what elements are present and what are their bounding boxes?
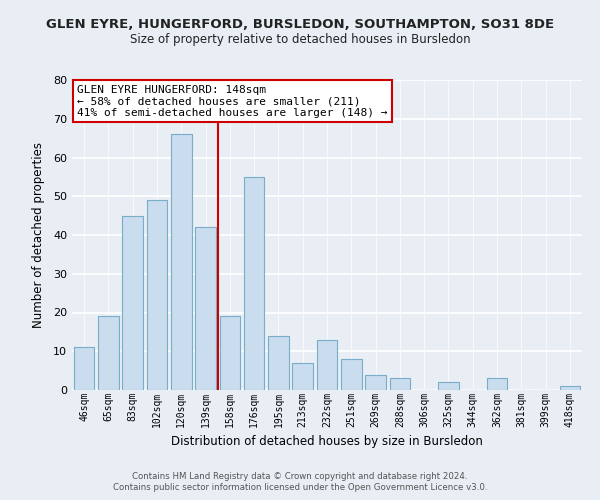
Bar (341, 359, 362, 390)
Bar (317, 340, 337, 390)
Bar (146, 200, 167, 390)
Bar (98, 316, 119, 390)
Bar (292, 363, 313, 390)
Text: Contains HM Land Registry data © Crown copyright and database right 2024.: Contains HM Land Registry data © Crown c… (132, 472, 468, 481)
Bar (74, 348, 94, 390)
Bar (122, 216, 143, 390)
Bar (244, 177, 265, 390)
Bar (487, 378, 508, 390)
Bar (220, 316, 240, 390)
Bar (438, 382, 459, 390)
Bar (171, 134, 191, 390)
Bar (560, 386, 580, 390)
Text: GLEN EYRE HUNGERFORD: 148sqm
← 58% of detached houses are smaller (211)
41% of s: GLEN EYRE HUNGERFORD: 148sqm ← 58% of de… (77, 84, 388, 118)
Y-axis label: Number of detached properties: Number of detached properties (32, 142, 44, 328)
Text: GLEN EYRE, HUNGERFORD, BURSLEDON, SOUTHAMPTON, SO31 8DE: GLEN EYRE, HUNGERFORD, BURSLEDON, SOUTHA… (46, 18, 554, 30)
Text: Size of property relative to detached houses in Bursledon: Size of property relative to detached ho… (130, 32, 470, 46)
X-axis label: Distribution of detached houses by size in Bursledon: Distribution of detached houses by size … (171, 435, 483, 448)
Bar (195, 227, 216, 390)
Bar (365, 374, 386, 390)
Bar (389, 378, 410, 390)
Text: Contains public sector information licensed under the Open Government Licence v3: Contains public sector information licen… (113, 484, 487, 492)
Bar (268, 336, 289, 390)
